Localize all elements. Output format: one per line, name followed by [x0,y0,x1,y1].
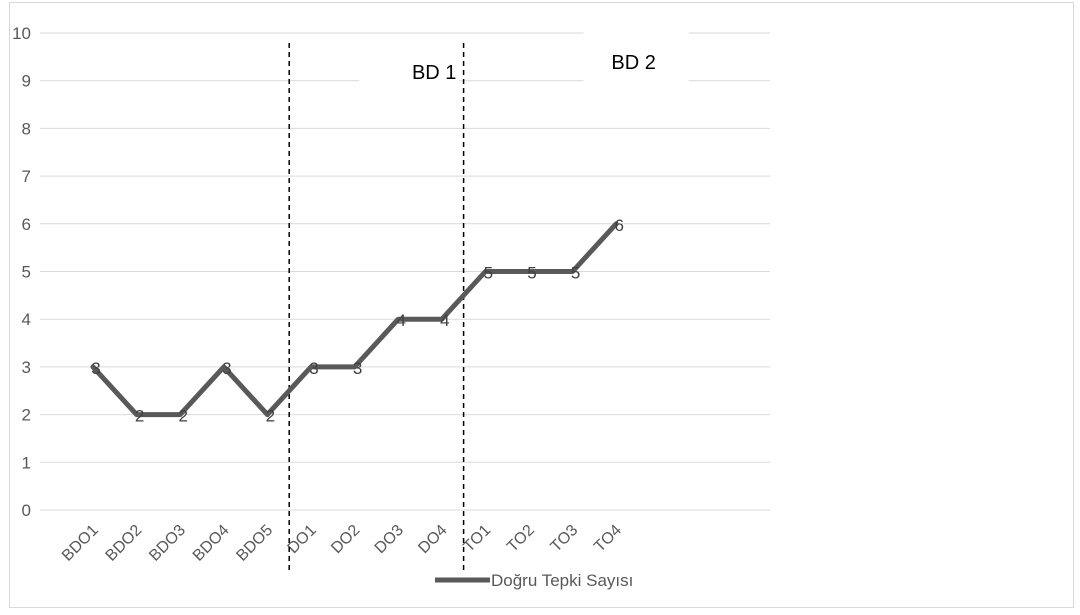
x-tick-label: BDO1 [59,522,102,565]
y-tick-label: 1 [22,453,31,472]
data-label: 4 [440,311,449,330]
x-tick-label: BDO2 [103,522,146,565]
x-tick-label: DO4 [415,522,450,557]
x-tick-label: BDO4 [190,522,233,565]
x-tick-label: TO1 [460,522,494,556]
y-tick-label: 6 [22,215,31,234]
data-label: 6 [614,216,623,235]
data-label: 2 [135,407,144,426]
data-label: 4 [396,311,405,330]
data-labels: 3 2 2 3 2 3 3 4 4 5 5 5 6 [91,216,624,426]
data-label: 3 [353,359,362,378]
data-label: 5 [484,264,493,283]
x-tick-label: DO2 [328,522,363,557]
x-axis-ticks: BDO1 BDO2 BDO3 BDO4 BDO5 DO1 DO2 DO3 DO4 TO1 TO2 TO… [59,522,625,565]
x-tick-label: DO3 [372,522,407,557]
y-tick-label: 5 [22,263,31,282]
y-axis-ticks: 0 1 2 3 4 5 6 7 8 9 10 [12,24,31,520]
x-tick-label: TO4 [591,522,625,556]
x-tick-label: BDO3 [146,522,189,565]
data-label: 2 [178,407,187,426]
legend-label: Doğru Tepki Sayısı [491,571,633,590]
y-tick-label: 2 [22,406,31,425]
phase-label: BD 1 [412,62,456,84]
legend: Doğru Tepki Sayısı [435,571,633,590]
y-tick-label: 3 [22,358,31,377]
x-tick-label: TO2 [504,522,538,556]
gridlines [40,33,770,510]
data-label: 5 [571,264,580,283]
y-tick-label: 8 [22,119,31,138]
y-tick-label: 9 [22,72,31,91]
data-label: 3 [309,359,318,378]
data-label: 5 [527,264,536,283]
y-tick-label: 10 [12,24,31,43]
phase-labels: BD 1 BD 2 [359,25,688,95]
chart-frame: 0 1 2 3 4 5 6 7 8 9 10 BDO1 BDO2 BDO3 BDO4 BDO5 DO1 DO2 D… [9,2,1074,608]
x-tick-label: TO3 [548,522,582,556]
data-label: 3 [91,359,100,378]
data-label: 2 [266,407,275,426]
phase-label: BD 2 [611,52,655,74]
data-label: 3 [222,359,231,378]
y-tick-label: 7 [22,167,31,186]
y-tick-label: 4 [22,310,31,329]
x-tick-label: BDO5 [233,522,276,565]
y-tick-label: 0 [22,501,31,520]
phase-dividers [289,43,463,573]
